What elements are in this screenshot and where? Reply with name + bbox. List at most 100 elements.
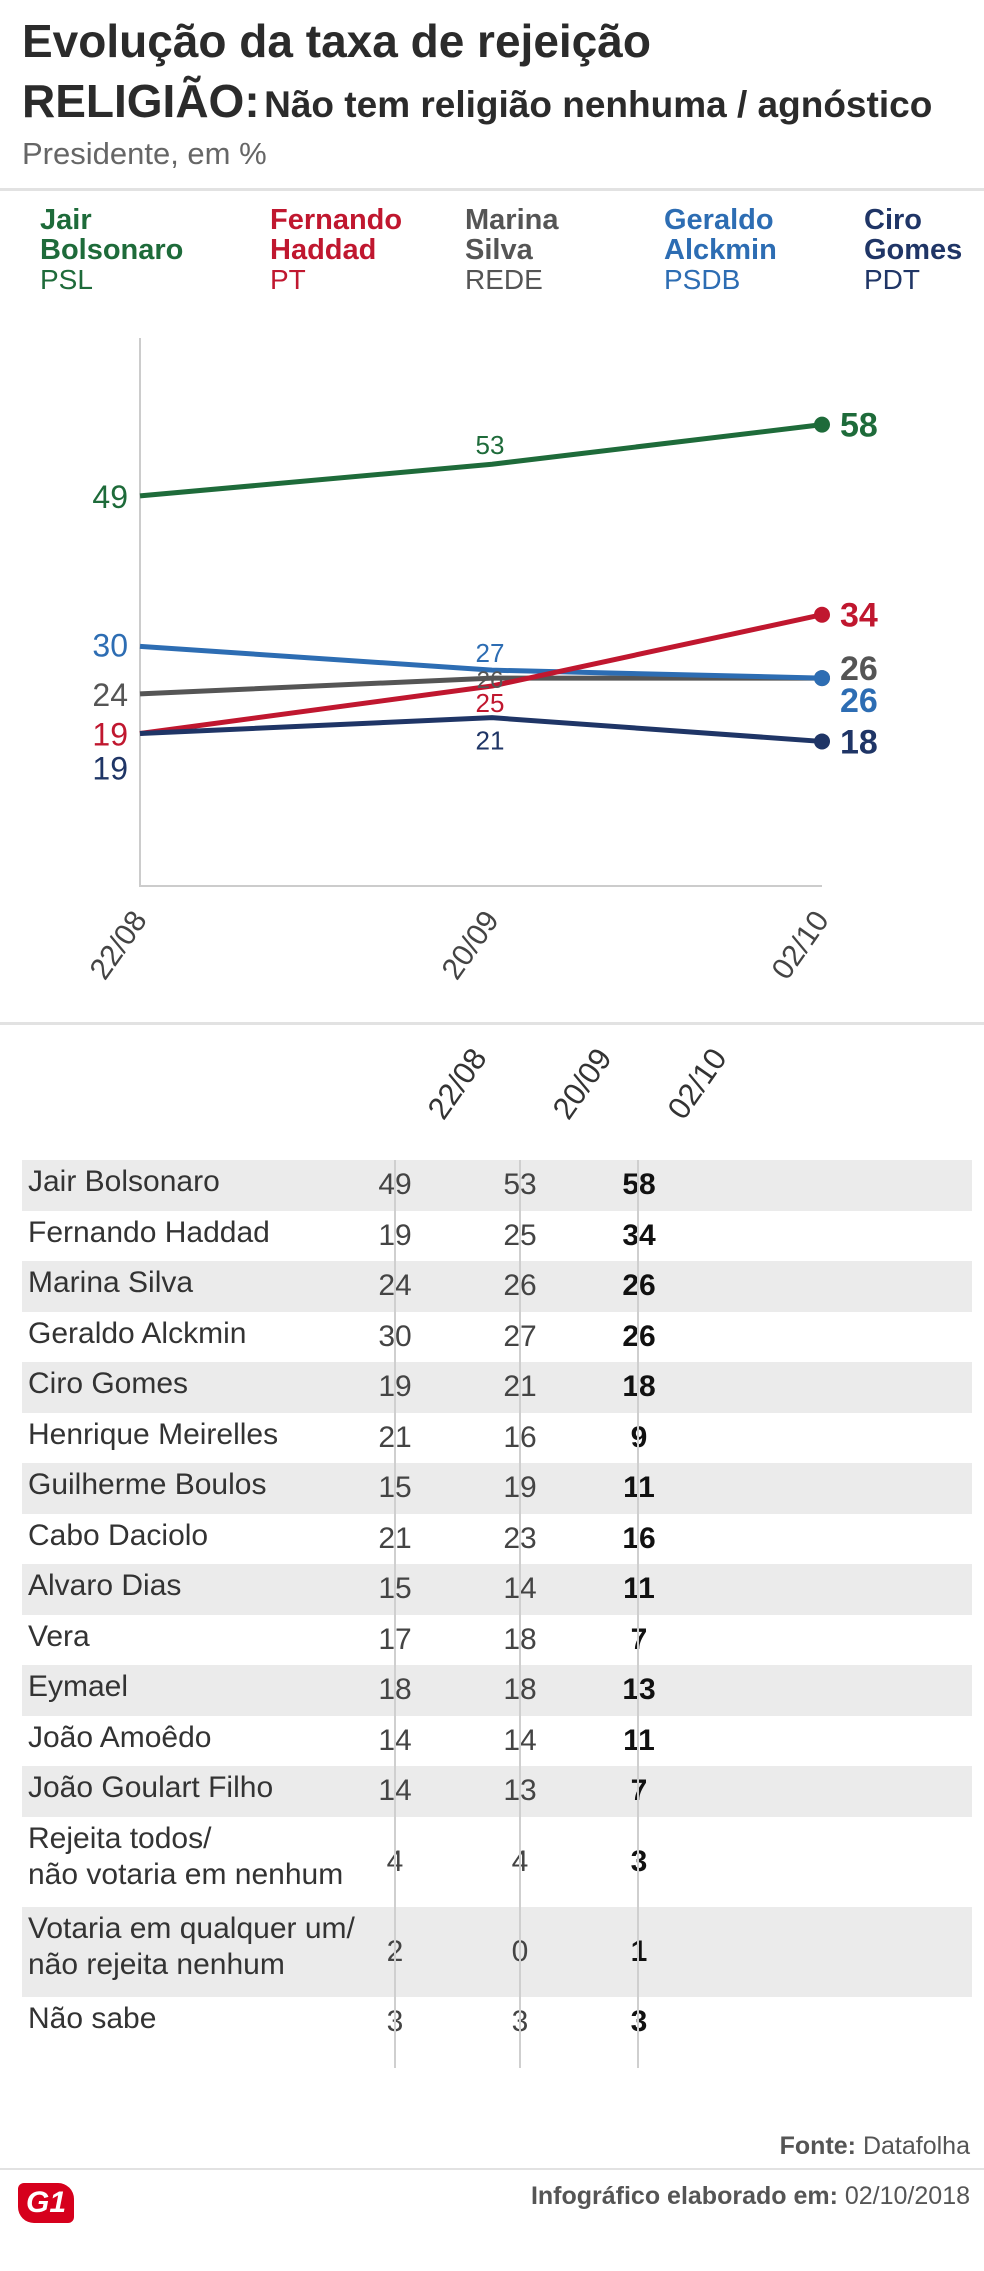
- row-label: Marina Silva: [28, 1266, 194, 1299]
- table-row: João Goulart Filho 14 13 7: [22, 1766, 972, 1817]
- table-row: Alvaro Dias 15 14 11: [22, 1564, 972, 1615]
- table-row: Eymael 18 18 13: [22, 1665, 972, 1716]
- data-label: 19: [92, 751, 128, 787]
- legend-candidate-name: Jair Bolsonaro: [40, 204, 184, 266]
- table-row: Geraldo Alckmin 30 27 26: [22, 1312, 972, 1363]
- row-label: Guilherme Boulos: [28, 1468, 267, 1501]
- source-note: Fonte: Datafolha: [779, 2132, 970, 2160]
- data-label: 26: [840, 650, 878, 688]
- latest-value: 11: [623, 1723, 655, 1757]
- table-row: Votaria em qualquer um/ não rejeita nenh…: [22, 1906, 972, 1997]
- results-table: Jair Bolsonaro 49 53 58 Fernando Haddad 19 25 3…: [22, 1160, 972, 2047]
- data-label: 58: [840, 407, 878, 445]
- data-label: 18: [840, 723, 878, 761]
- legend-party: PSDB: [664, 264, 741, 295]
- data-label: 49: [92, 479, 128, 515]
- legend-candidate-name: Marina Silva: [465, 204, 559, 266]
- row-label: Henrique Meirelles: [28, 1417, 279, 1451]
- table-row: Jair Bolsonaro 49 53 58: [22, 1160, 972, 1211]
- latest-value: 7: [630, 1774, 648, 1808]
- series-line: [139, 643, 823, 681]
- line-chart: 22/08 20/09 02/104930241919532726252158342…: [84, 338, 878, 986]
- table-column-header: 22/08: [420, 1041, 494, 1126]
- legend-item: Ciro Gomes PDT: [864, 205, 984, 295]
- row-label: Vera: [28, 1619, 90, 1653]
- title-line-1: Evolução da taxa de rejeição: [22, 15, 651, 67]
- title-line-2: RELIGIÃO: Não tem religião nenhuma / agn…: [22, 74, 932, 128]
- row-label: Cabo Daciolo: [28, 1518, 209, 1552]
- latest-value: 11: [623, 1572, 655, 1606]
- data-label: 53: [476, 430, 505, 460]
- row-label: Ciro Gomes: [28, 1367, 189, 1400]
- data-label: 27: [476, 638, 505, 668]
- series-line: [139, 715, 823, 744]
- latest-value: 7: [630, 1622, 648, 1656]
- data-label: 26: [840, 682, 878, 720]
- legend-item: Jair Bolsonaro PSL: [40, 205, 240, 295]
- x-tick-label: 22/08: [84, 905, 154, 985]
- table-row: Fernando Haddad 19 25 34: [22, 1211, 972, 1262]
- legend-candidate-name: Fernando Haddad: [270, 204, 403, 266]
- latest-value: 26: [622, 1269, 656, 1303]
- latest-value: 3: [630, 2004, 648, 2038]
- latest-value: 34: [622, 1218, 656, 1252]
- data-label: 19: [92, 717, 128, 753]
- row-label: Jair Bolsonaro: [28, 1165, 220, 1198]
- title-subcategory: Não tem religião nenhuma / agnóstico: [264, 84, 933, 125]
- latest-value: 3: [630, 1844, 648, 1878]
- table-row: Não sabe333: [22, 1997, 972, 2048]
- divider: [0, 188, 984, 191]
- divider: [0, 1022, 984, 1025]
- series-line: [139, 612, 823, 736]
- row-label: Geraldo Alckmin: [28, 1316, 247, 1350]
- row-label: Alvaro Dias: [28, 1569, 182, 1602]
- table-row: Vera 17 18 7: [22, 1615, 972, 1666]
- g1-logo: G1: [18, 2183, 74, 2223]
- latest-value: 11: [623, 1471, 655, 1505]
- row-label: Não sabe: [28, 2001, 157, 2035]
- legend-candidate-name: Geraldo Alckmin: [664, 204, 777, 266]
- series-end-point: [814, 733, 830, 750]
- latest-value: 58: [622, 1168, 656, 1202]
- data-label: 26: [477, 667, 504, 694]
- x-tick-label: 20/09: [436, 905, 506, 985]
- legend-party: PT: [270, 264, 306, 295]
- table-column-divider: [394, 1160, 396, 2068]
- table-row: João Amoêdo 14 14 11: [22, 1716, 972, 1767]
- table-row: Cabo Daciolo 21 23 16: [22, 1514, 972, 1565]
- row-label: Eymael: [28, 1670, 129, 1703]
- data-label: 24: [92, 677, 128, 713]
- series-end-point: [814, 416, 830, 433]
- table-row: Guilherme Boulos 15 19 11: [22, 1463, 972, 1514]
- data-label: 34: [840, 597, 878, 635]
- latest-value: 1: [630, 1934, 648, 1968]
- series-end-point: [814, 670, 830, 687]
- legend-party: REDE: [465, 264, 543, 295]
- latest-value: 9: [630, 1420, 648, 1454]
- divider: [0, 2168, 984, 2170]
- legend-party: PDT: [864, 264, 920, 295]
- latest-value: 13: [622, 1673, 656, 1707]
- latest-value: 18: [622, 1370, 656, 1404]
- table-column-divider: [637, 1160, 639, 2068]
- table-column-divider: [519, 1160, 521, 2068]
- series-line: [139, 675, 822, 697]
- series-line: [139, 422, 823, 499]
- row-label: Votaria em qualquer um/ não rejeita nenh…: [28, 1911, 355, 1981]
- legend-item: Fernando Haddad PT: [270, 205, 470, 295]
- table-row: Marina Silva 24 26 26: [22, 1261, 972, 1312]
- series-end-point: [814, 606, 830, 623]
- row-label: Rejeita todos/ não votaria em nenhum: [28, 1821, 344, 1891]
- title-category: RELIGIÃO:: [22, 75, 260, 127]
- table-row: Henrique Meirelles 21 16 9: [22, 1413, 972, 1464]
- legend-candidate-name: Ciro Gomes: [864, 204, 963, 266]
- data-label: 21: [476, 726, 505, 756]
- legend-item: Marina Silva REDE: [465, 205, 665, 295]
- latest-value: 26: [622, 1319, 656, 1353]
- credit-note: Infográfico elaborado em: 02/10/2018: [530, 2182, 970, 2210]
- table-column-header: 20/09: [545, 1041, 619, 1126]
- row-label: Fernando Haddad: [28, 1215, 270, 1249]
- table-column-header: 02/10: [660, 1041, 734, 1126]
- legend-party: PSL: [40, 264, 93, 295]
- table-row: Rejeita todos/ não votaria em nenhum443: [22, 1817, 972, 1907]
